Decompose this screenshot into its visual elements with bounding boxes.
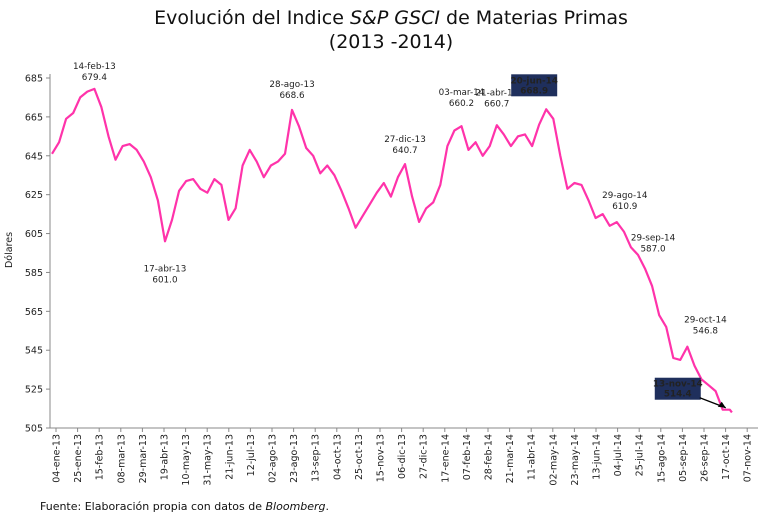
annotation-value: 679.4: [82, 73, 108, 83]
x-tick-label: 08-mar-13: [116, 434, 127, 483]
title-suffix: de Materias Primas: [439, 7, 628, 29]
x-tick-label: 28-feb-14: [484, 434, 495, 480]
annotation-value: 660.2: [449, 99, 474, 109]
y-tick-label: 585: [25, 268, 43, 279]
annotation-value: 668.9: [520, 86, 548, 96]
x-tick-label: 13-sep-13: [311, 434, 322, 482]
x-tick-label: 21-mar-14: [505, 434, 516, 483]
x-tick-label: 23-ago-13: [289, 434, 300, 483]
y-tick-label: 565: [25, 307, 43, 318]
annotation-date: 13-nov-14: [653, 380, 703, 390]
y-tick-label: 605: [25, 229, 43, 240]
x-tick-label: 29-mar-13: [138, 434, 149, 483]
x-tick-label: 07-feb-14: [462, 434, 473, 480]
annotation-value: 640.7: [392, 146, 417, 156]
x-tick-label: 23-may-14: [570, 434, 581, 486]
y-tick-label: 505: [25, 424, 43, 435]
arrow-head-icon: [717, 401, 726, 408]
annotation-date: 03-mar-14: [439, 88, 485, 98]
title-prefix: Evolución del Indice: [154, 7, 350, 29]
annotation-date: 29-oct-14: [684, 316, 727, 326]
x-tick-label: 19-abr-13: [160, 434, 171, 480]
x-tick-label: 27-dic-13: [419, 434, 430, 479]
y-axis: 685 665 645 625 605 585 565 545 525 505 Dólares: [4, 74, 51, 435]
annotation-date: 20-jun-14: [511, 76, 558, 86]
annotation-value: 546.8: [693, 327, 718, 337]
annotation-date: 27-dic-13: [384, 135, 426, 145]
series-line-sp-gsci: [51, 87, 733, 414]
y-tick-label: 545: [25, 346, 43, 357]
annotation-layer: 14-feb-13679.417-abr-13601.028-ago-13668…: [73, 62, 727, 409]
x-tick-label: 26-sep-14: [700, 434, 711, 482]
annotation-value: 514.4: [664, 390, 692, 400]
annotation-value: 587.0: [640, 245, 666, 255]
chart-subtitle: (2013 -2014): [328, 31, 454, 53]
x-tick-label: 12-jul-13: [246, 434, 257, 476]
chart-title: Evolución del Indice S&P GSCI de Materia…: [0, 6, 782, 31]
x-tick-label: 07-nov-14: [743, 434, 754, 482]
x-tick-label: 13-jun-14: [592, 434, 603, 480]
annotation-box: [511, 74, 558, 97]
y-tick-label: 685: [25, 74, 43, 85]
x-tick-label: 17-ene-14: [440, 434, 451, 483]
series-layer: [51, 87, 733, 414]
x-tick-label: 25-ene-13: [73, 434, 84, 483]
source-suffix: .: [325, 500, 330, 513]
annotation-value: 660.7: [484, 99, 509, 109]
x-tick-label: 04-jul-14: [613, 434, 624, 476]
y-tick-label: 525: [25, 385, 43, 396]
title-emphasis: S&P GSCI: [349, 7, 440, 29]
y-tick-label: 625: [25, 190, 43, 201]
x-tick-label: 04-ene-13: [52, 434, 63, 483]
x-tick-label: 25-jul-14: [635, 434, 646, 476]
y-axis-title: Dólares: [4, 232, 15, 268]
annotation-date: 14-feb-13: [73, 62, 116, 72]
x-tick-label: 06-dic-13: [397, 434, 408, 479]
x-tick-label: 15-feb-13: [95, 434, 106, 480]
x-tick-label: 11-abr-14: [527, 434, 538, 480]
annotation-date: 17-abr-13: [144, 264, 187, 274]
x-axis: 04-ene-13 25-ene-13 15-feb-13 08-mar-13 29-m…: [50, 427, 758, 486]
x-tick-label: 31-may-13: [203, 434, 214, 486]
x-tick-label: 10-may-13: [181, 434, 192, 486]
x-tick-label: 05-sep-14: [678, 434, 689, 482]
source-note: Fuente: Elaboración propia con datos de …: [40, 500, 329, 513]
x-tick-label: 17-oct-14: [721, 434, 732, 480]
annotation-date: 28-ago-13: [269, 80, 314, 90]
annotation-date: 21-abr-14: [475, 88, 518, 98]
x-tick-label: 02-may-14: [548, 434, 559, 486]
annotation-value: 668.6: [279, 91, 305, 101]
annotation-date: 29-sep-14: [631, 234, 676, 244]
source-prefix: Fuente: Elaboración propia con datos de: [40, 500, 266, 513]
x-tick-label: 02-ago-13: [268, 434, 279, 483]
y-tick-label: 645: [25, 151, 43, 162]
annotation-date: 29-ago-14: [602, 191, 648, 201]
y-tick-label: 665: [25, 112, 43, 123]
x-tick-label: 25-oct-13: [354, 434, 365, 480]
annotation-value: 610.9: [612, 202, 637, 212]
source-emphasis: Bloomberg: [265, 500, 326, 513]
x-tick-label: 21-jun-13: [224, 434, 235, 480]
x-tick-label: 15-ago-14: [656, 434, 667, 483]
annotation-box: [654, 377, 701, 400]
x-tick-label: 04-oct-13: [332, 434, 343, 480]
x-tick-label: 15-nov-13: [376, 434, 387, 482]
annotation-value: 601.0: [152, 275, 178, 285]
